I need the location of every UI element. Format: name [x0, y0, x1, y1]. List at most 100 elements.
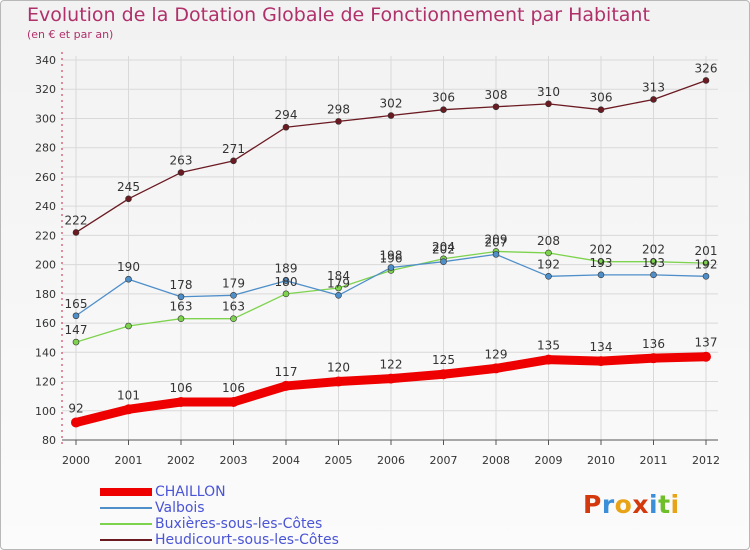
data-label: 163: [222, 300, 245, 314]
data-point: [282, 277, 290, 284]
brand-letter: t: [658, 490, 671, 519]
data-point: [545, 100, 552, 108]
data-point: [701, 351, 711, 362]
data-label: 271: [222, 142, 245, 156]
data-point: [335, 118, 342, 125]
data-point: [650, 271, 657, 279]
data-label: 326: [695, 61, 718, 75]
data-label: 120: [327, 361, 350, 375]
data-label: 92: [68, 401, 83, 415]
brand-letter: x: [632, 490, 649, 519]
x-tick-label: 2010: [587, 454, 615, 467]
data-label: 190: [117, 260, 140, 274]
x-tick-label: 2006: [377, 454, 405, 467]
data-point: [440, 258, 447, 265]
data-label: 201: [695, 244, 718, 258]
x-tick-label: 2000: [62, 454, 90, 467]
data-point: [596, 356, 606, 367]
data-label: 245: [117, 180, 140, 194]
data-label: 202: [432, 243, 455, 257]
data-label: 101: [117, 388, 140, 402]
data-point: [492, 103, 500, 111]
data-label: 178: [170, 278, 193, 292]
data-label: 310: [537, 85, 560, 99]
data-point: [492, 251, 500, 258]
data-point: [650, 96, 657, 103]
x-tick-label: 2002: [167, 454, 195, 467]
data-point: [72, 229, 80, 236]
data-point: [125, 275, 132, 283]
y-tick-label: 320: [35, 83, 56, 96]
x-tick-label: 2001: [115, 454, 143, 467]
legend-swatch: [100, 539, 152, 541]
data-point: [702, 77, 710, 84]
data-point: [123, 404, 134, 415]
data-label: 136: [642, 337, 665, 351]
data-point: [335, 292, 342, 299]
legend-swatch: [100, 488, 152, 496]
legend-label: Buxières-sous-les-Côtes: [155, 516, 323, 532]
data-label: 147: [65, 323, 88, 337]
data-point: [230, 157, 237, 165]
chart-title: Evolution de la Dotation Globale de Fonc…: [27, 4, 650, 26]
data-point: [177, 293, 185, 301]
data-point: [545, 249, 552, 257]
legend-swatch: [100, 507, 152, 509]
data-point: [545, 273, 552, 280]
y-tick-label: 340: [35, 54, 56, 67]
data-label: 106: [222, 381, 245, 395]
data-point: [72, 338, 80, 346]
data-point: [335, 284, 342, 292]
legend-swatch: [100, 523, 152, 525]
data-point: [281, 380, 291, 391]
data-label: 179: [222, 276, 245, 290]
brand-letter: i: [649, 490, 659, 519]
data-point: [597, 258, 605, 265]
data-point: [491, 363, 501, 374]
chart-subtitle: (en € et par an): [27, 28, 114, 41]
data-point: [177, 169, 185, 176]
data-point: [702, 273, 710, 280]
data-label: 193: [642, 256, 665, 270]
x-tick-label: 2009: [535, 454, 563, 467]
data-label: 298: [327, 102, 350, 116]
data-point: [440, 106, 447, 113]
data-label: 208: [537, 234, 560, 248]
data-label: 179: [327, 276, 350, 290]
data-label: 263: [170, 154, 193, 168]
data-point: [282, 123, 290, 131]
data-label: 209: [485, 232, 508, 246]
data-point: [282, 290, 290, 298]
y-tick-label: 260: [35, 171, 56, 184]
data-point: [230, 292, 237, 299]
data-label: 122: [380, 358, 403, 372]
data-label: 134: [590, 340, 613, 354]
data-label: 196: [380, 251, 403, 265]
data-point: [176, 397, 186, 407]
data-point: [543, 354, 554, 365]
data-point: [125, 195, 132, 203]
data-point: [438, 369, 449, 380]
data-label: 204: [432, 240, 455, 254]
y-tick-label: 140: [35, 346, 56, 359]
brand-letter: r: [601, 490, 615, 519]
axis-layer: 80 100 120 140 160 180 200 220 240 260 280 300 320 34…: [35, 52, 720, 467]
data-label: 193: [590, 256, 613, 270]
data-label: 163: [170, 300, 193, 314]
data-point: [387, 264, 395, 271]
data-point: [230, 315, 237, 322]
x-tick-label: 2004: [272, 454, 300, 467]
data-label: 294: [275, 108, 298, 122]
y-tick-label: 100: [35, 405, 56, 418]
data-point: [597, 271, 605, 279]
data-label: 125: [432, 353, 455, 367]
data-label: 202: [590, 243, 613, 257]
data-point: [333, 376, 344, 387]
data-point: [387, 112, 395, 119]
y-tick-label: 240: [35, 200, 56, 213]
series-layer: [71, 77, 711, 428]
x-tick-label: 2005: [325, 454, 353, 467]
data-point: [597, 106, 605, 113]
data-label: 189: [275, 262, 298, 276]
